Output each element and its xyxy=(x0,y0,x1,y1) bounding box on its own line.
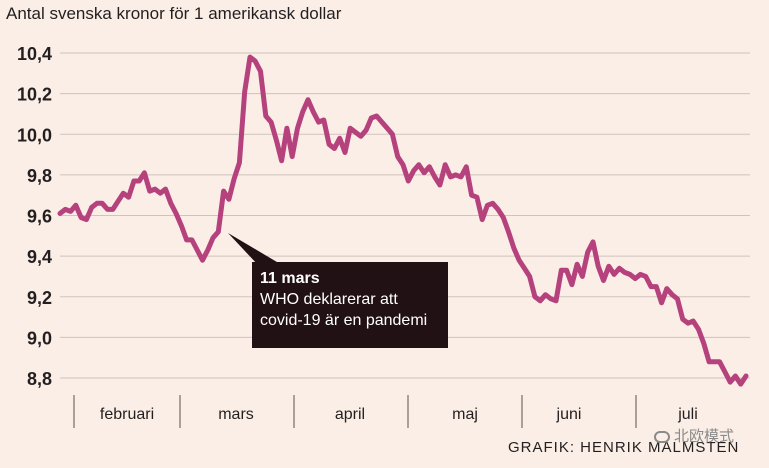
x-tick-label: april xyxy=(335,406,365,423)
y-tick-label: 10,2 xyxy=(17,85,52,105)
x-tick-label: mars xyxy=(218,406,254,423)
y-tick-label: 9,2 xyxy=(27,288,52,308)
x-tick-label: maj xyxy=(452,406,478,423)
y-tick-label: 9,4 xyxy=(27,247,52,267)
annotation-date: 11 mars xyxy=(260,270,320,287)
watermark: 北欧模式 xyxy=(654,425,734,446)
annotation-pointer xyxy=(228,233,282,265)
y-tick-label: 10,0 xyxy=(17,125,52,145)
y-tick-label: 10,4 xyxy=(17,44,52,64)
y-tick-label: 9,8 xyxy=(27,166,52,186)
chart-title: Antal svenska kronor för 1 amerikansk do… xyxy=(6,4,342,23)
series-layer xyxy=(57,54,749,387)
y-tick-label: 9,6 xyxy=(27,207,52,227)
annotation-text-line-1: WHO deklarerar att xyxy=(260,291,398,308)
x-axis: februari mars april maj juni juli xyxy=(73,395,698,428)
x-tick-label: juni xyxy=(556,406,582,423)
series-line xyxy=(57,54,749,387)
x-tick-label: juli xyxy=(677,406,698,423)
annotation-text-line-2: covid-19 är en pandemi xyxy=(260,312,428,329)
graphic-credit: GRAFIK: HENRIK MALMSTEN xyxy=(508,439,740,456)
annotation-callout: 11 mars WHO deklarerar att covid-19 är e… xyxy=(252,262,448,348)
wechat-icon xyxy=(654,431,670,443)
y-tick-label: 9,0 xyxy=(27,328,52,348)
y-axis-labels: 10,4 10,2 10,0 9,8 9,6 9,4 9,2 9,0 8,8 xyxy=(17,44,52,389)
x-tick-label: februari xyxy=(100,406,154,423)
annotation-pointer-arrow xyxy=(228,233,282,265)
y-tick-label: 8,8 xyxy=(27,369,52,389)
watermark-text: 北欧模式 xyxy=(674,428,735,445)
